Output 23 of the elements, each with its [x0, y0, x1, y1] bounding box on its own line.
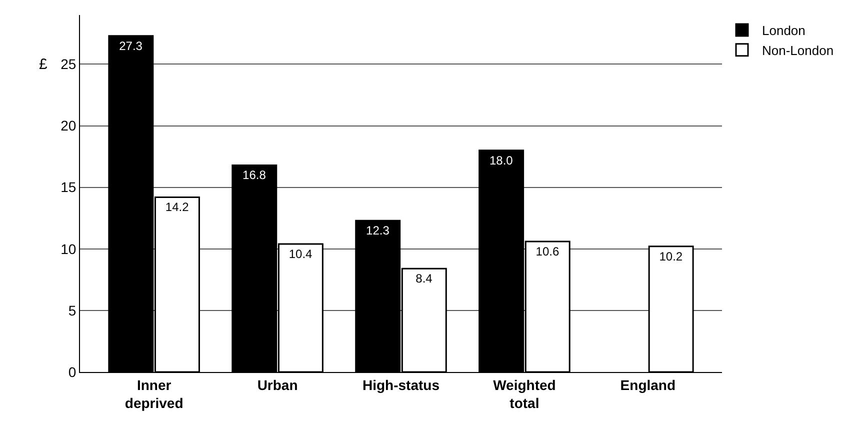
y-tick-label: 25	[60, 56, 76, 72]
data-label: 16.8	[242, 168, 266, 182]
y-tick-label: 20	[60, 118, 76, 134]
data-label: 10.6	[536, 244, 560, 259]
y-tick-label: 15	[60, 179, 76, 196]
data-label: 10.4	[288, 246, 313, 261]
data-label: 14.2	[165, 200, 190, 214]
legend-label: Non-London	[762, 42, 834, 58]
y-axis-title: £	[39, 56, 48, 73]
data-label: 18.0	[489, 153, 514, 168]
y-tick-label: 5	[68, 302, 76, 318]
legend-label: London	[762, 23, 806, 38]
x-tick-label: High-status	[362, 376, 440, 393]
y-tick-label: 0	[68, 364, 76, 380]
data-label: 8.4	[416, 272, 433, 286]
data-label: 10.2	[659, 249, 683, 264]
x-tick-label: England	[620, 376, 676, 393]
y-tick-label: 10	[60, 240, 76, 257]
x-tick-label: Weighted total	[493, 376, 556, 411]
data-label: 27.3	[119, 38, 143, 53]
x-tick-label: Urban	[257, 376, 298, 393]
x-tick-label: Inner deprived	[124, 376, 184, 411]
data-label: 12.3	[366, 224, 390, 238]
